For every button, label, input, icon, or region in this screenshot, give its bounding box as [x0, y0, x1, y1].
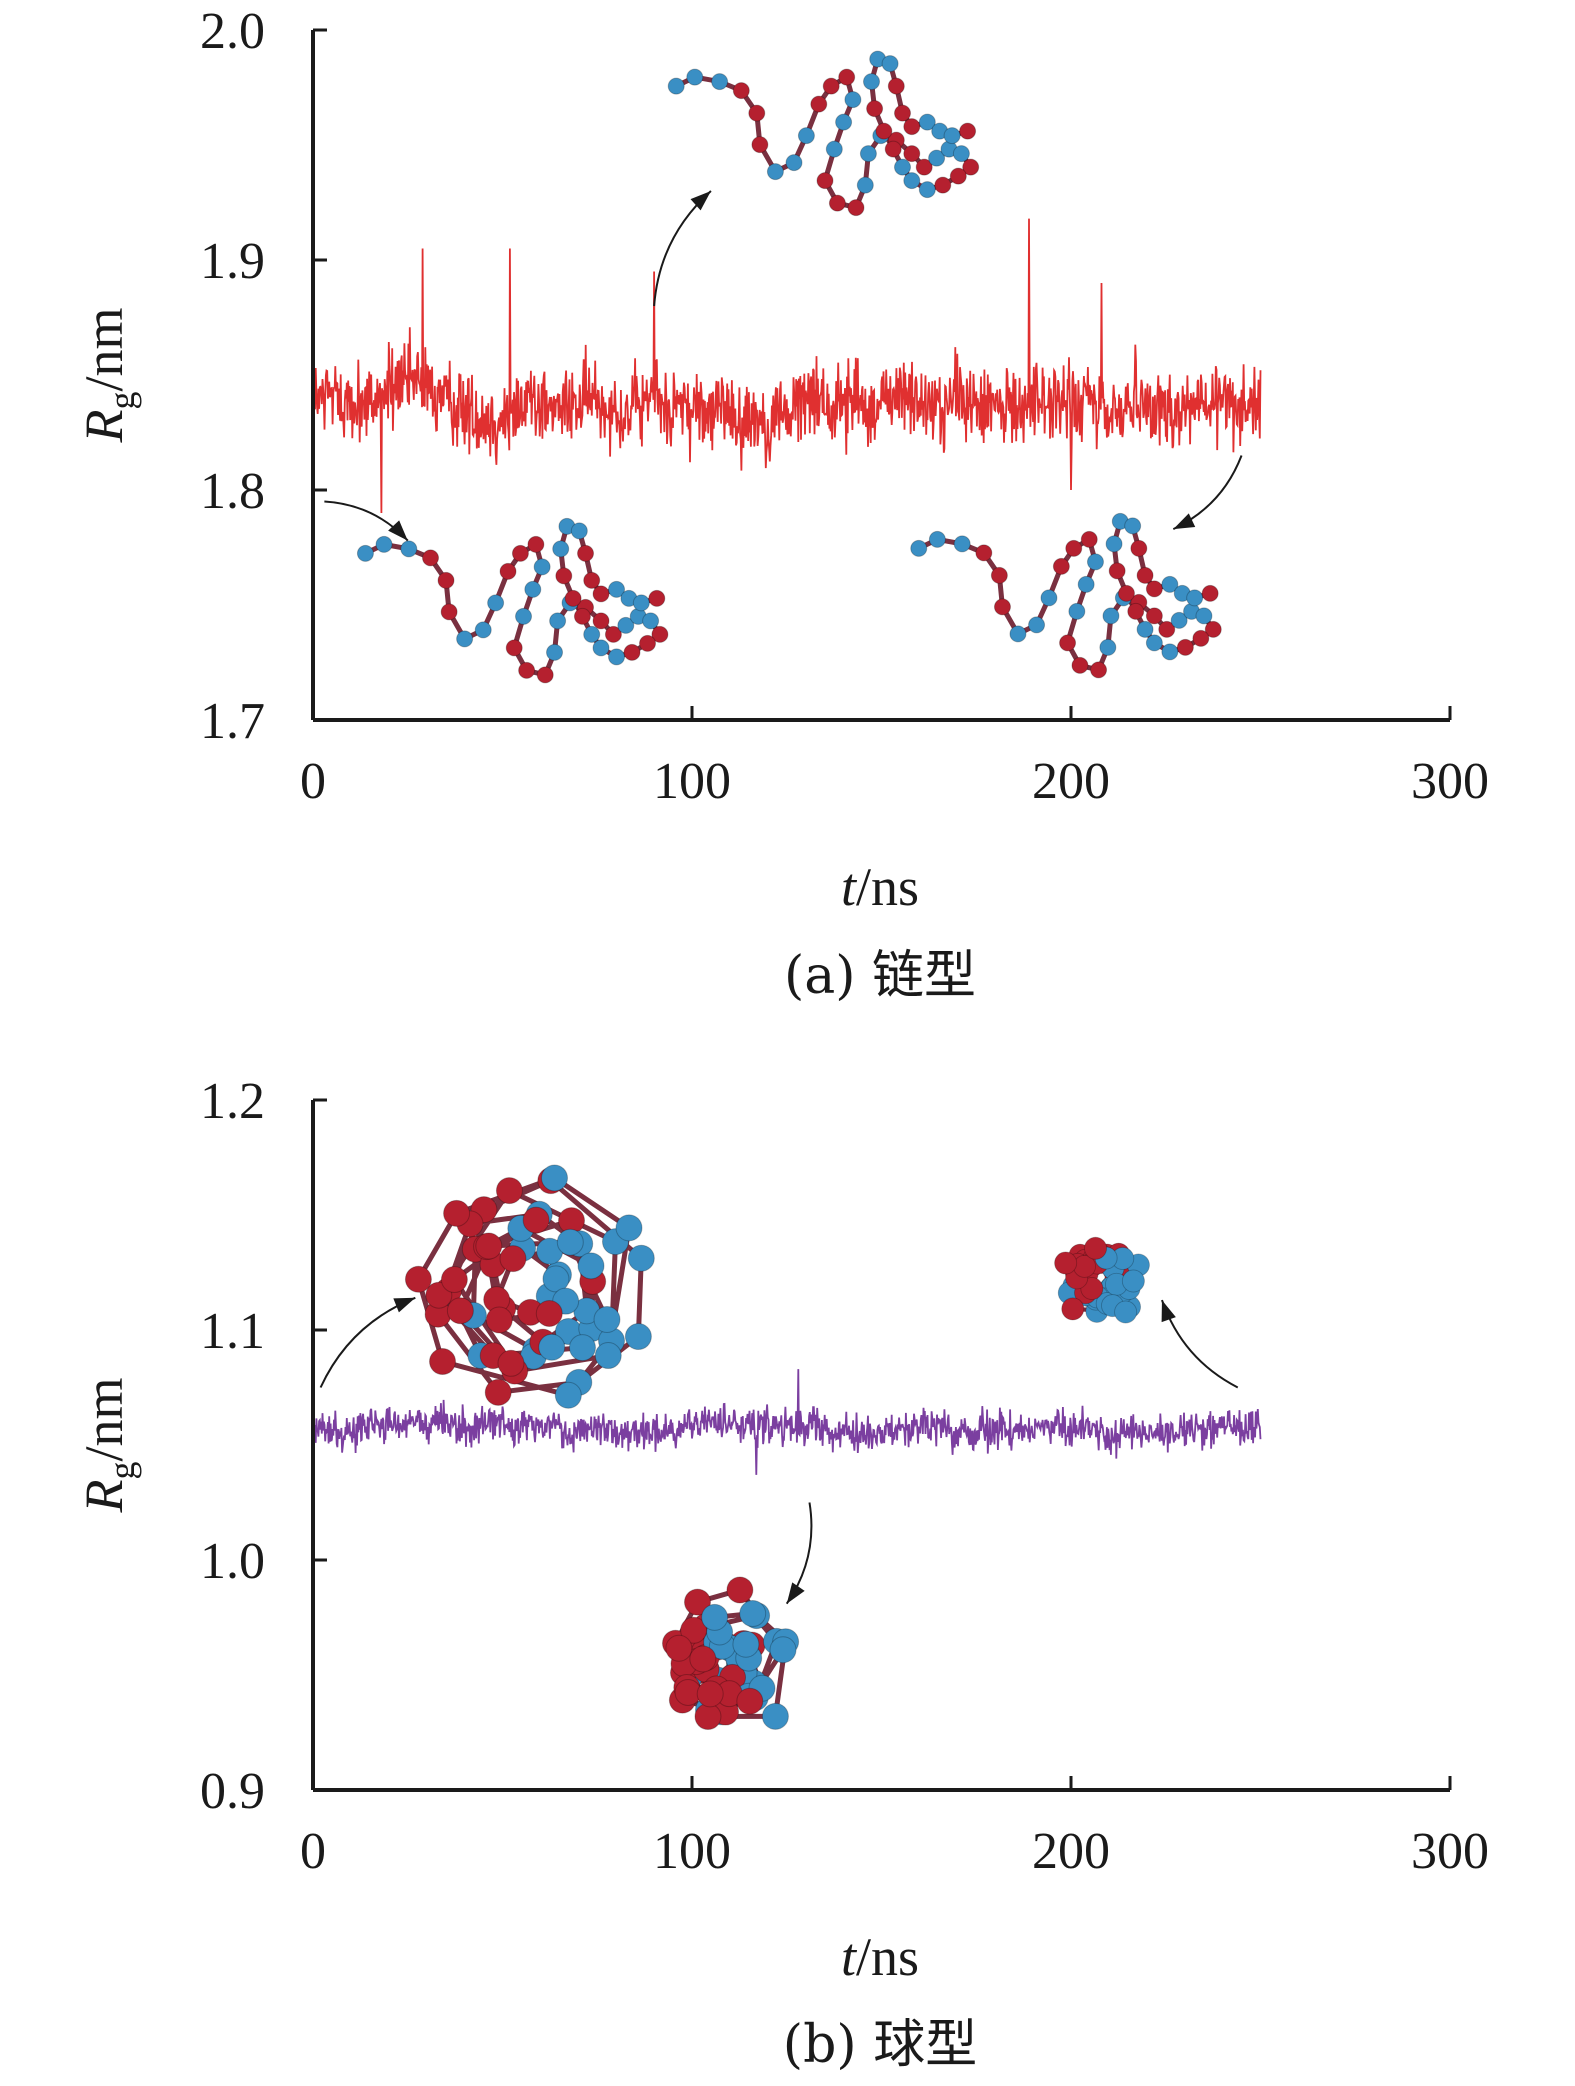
inset-arrow [1172, 455, 1243, 531]
panel-b-y-axis-label: Rg/nm [74, 1377, 142, 1513]
panel-b-arrows [319, 1296, 1239, 1605]
arrow-head [1173, 513, 1196, 530]
panel-a-x-axis-label: t/ns [841, 857, 919, 917]
arrow-head [1161, 1300, 1176, 1323]
inset-arrow [653, 190, 712, 307]
x-tick-label: 0 [300, 1823, 326, 1880]
x-tick-label: 200 [1032, 753, 1110, 810]
x-tick-label: 200 [1032, 1823, 1110, 1880]
panel-b-insets [404, 1164, 1150, 1731]
molecule-inset [910, 512, 1222, 679]
panel-a: 1.7 1.8 1.9 2.0 0 100 200 300 Rg/nm t/ns (a) 链… [74, 3, 1489, 1006]
y-tick-label: 2.0 [200, 3, 265, 60]
x-tick-label: 100 [653, 1823, 731, 1880]
panel-b-y-ticks: 0.9 1.0 1.1 1.2 [200, 1073, 327, 1820]
inset-arrow [1161, 1299, 1239, 1389]
panel-a-y-ticks: 1.7 1.8 1.9 2.0 [200, 3, 327, 750]
arrow-head [388, 520, 408, 541]
panel-a-x-ticks: 0 100 200 300 [300, 706, 1489, 810]
inset-arrow [324, 500, 409, 542]
molecule-inset [1054, 1236, 1150, 1324]
panel-a-arrows [324, 190, 1243, 542]
molecule-inset [661, 1576, 800, 1731]
panel-a-series-line [312, 218, 1262, 514]
y-tick-label: 1.9 [200, 233, 265, 290]
panel-a-caption: (a) 链型 [784, 946, 976, 1006]
y-tick-label: 1.7 [200, 693, 265, 750]
y-tick-label: 1.0 [200, 1533, 265, 1590]
arrow-head [786, 1582, 805, 1604]
panel-a-y-axis-label: Rg/nm [74, 307, 142, 443]
panel-a-insets [356, 50, 1222, 684]
arrow-head [393, 1297, 416, 1313]
arrow-head [690, 191, 711, 211]
panel-b-series-line [312, 1369, 1262, 1475]
x-tick-label: 300 [1411, 1823, 1489, 1880]
panel-b: 0.9 1.0 1.1 1.2 0 100 200 300 Rg/nm t/ns (b) 球… [74, 1073, 1489, 2075]
panel-b-x-axis-label: t/ns [841, 1927, 919, 1987]
molecule-inset [667, 50, 980, 217]
y-tick-label: 1.8 [200, 463, 265, 520]
x-tick-label: 300 [1411, 753, 1489, 810]
x-tick-label: 100 [653, 753, 731, 810]
y-tick-label: 1.2 [200, 1073, 265, 1130]
x-tick-label: 0 [300, 753, 326, 810]
panel-b-x-ticks: 0 100 200 300 [300, 1776, 1489, 1880]
molecule-inset [356, 517, 669, 684]
inset-arrow [319, 1296, 416, 1388]
panel-b-caption: (b) 球型 [783, 2015, 977, 2075]
y-tick-label: 1.1 [200, 1303, 265, 1360]
molecule-inset [404, 1164, 655, 1409]
y-tick-label: 0.9 [200, 1763, 265, 1820]
